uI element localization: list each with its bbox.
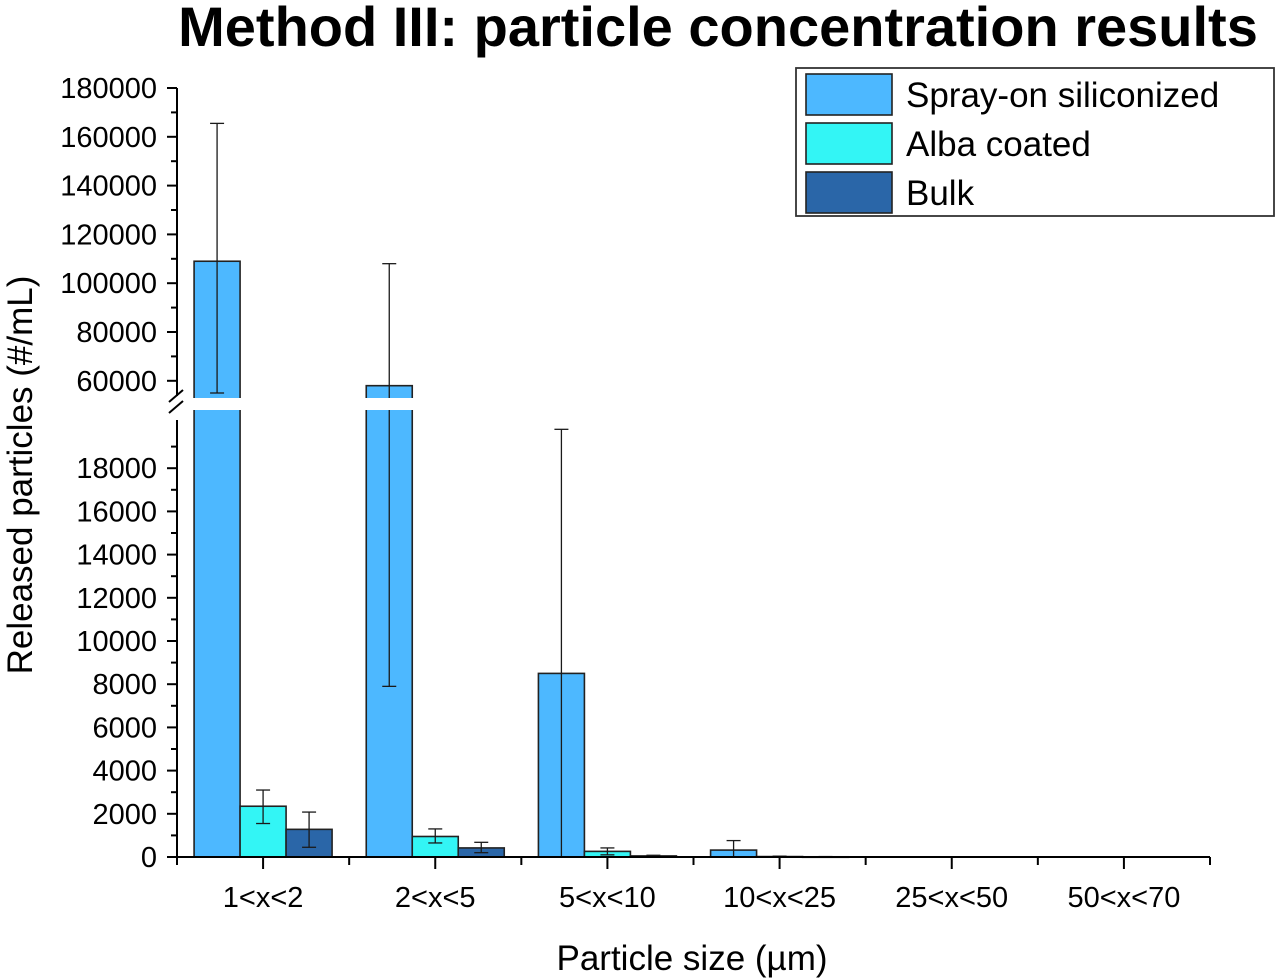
y-tick-label: 60000 xyxy=(76,366,157,398)
axis-break-gap xyxy=(163,398,423,410)
x-tick-label: 5<x<10 xyxy=(559,882,656,914)
y-tick-label: 80000 xyxy=(76,317,157,349)
y-tick-label: 16000 xyxy=(76,496,157,528)
error-bar xyxy=(382,263,397,688)
y-tick-label: 100000 xyxy=(60,268,157,300)
axis-break-mark xyxy=(168,389,184,403)
y-axis-label: Released particles (#/mL) xyxy=(1,276,40,675)
y-tick-label: 0 xyxy=(141,842,157,874)
error-bar xyxy=(554,428,569,857)
y-tick-label: 12000 xyxy=(76,583,157,615)
x-tick-label: 25<x<50 xyxy=(895,882,1008,914)
y-tick-label: 140000 xyxy=(60,171,157,203)
error-bar xyxy=(428,828,443,844)
y-tick-label: 160000 xyxy=(60,122,157,154)
x-tick-label: 1<x<2 xyxy=(223,882,304,914)
y-tick-label: 18000 xyxy=(76,453,157,485)
error-bar xyxy=(256,789,271,825)
x-axis-label: Particle size (µm) xyxy=(556,939,827,978)
error-bar xyxy=(726,839,741,857)
legend-label: Alba coated xyxy=(906,125,1091,164)
legend-label: Spray-on siliconized xyxy=(906,76,1219,115)
x-tick-label: 10<x<25 xyxy=(723,882,836,914)
error-bar xyxy=(600,847,615,856)
error-bar xyxy=(474,841,489,854)
legend: Spray-on siliconized Alba coated Bulk xyxy=(795,67,1275,217)
y-tick-label: 14000 xyxy=(76,540,157,572)
axis-break-mark xyxy=(168,400,184,414)
error-bar xyxy=(210,122,225,394)
legend-swatch xyxy=(805,122,893,165)
x-tick-label: 50<x<70 xyxy=(1067,882,1180,914)
y-tick-label: 6000 xyxy=(92,712,157,744)
chart-title: Method III: particle concentration resul… xyxy=(178,0,1258,58)
legend-label: Bulk xyxy=(906,174,975,213)
y-tick-label: 10000 xyxy=(76,626,157,658)
y-tick-label: 8000 xyxy=(92,669,157,701)
y-tick-label: 4000 xyxy=(92,756,157,788)
error-bar xyxy=(302,811,317,848)
legend-swatch xyxy=(805,171,893,214)
plot-area: 0 2000 4000 6000 8000 10000 12000 14000 16000 180… xyxy=(60,73,1211,914)
y-tick-label: 120000 xyxy=(60,219,157,251)
y-tick-label: 2000 xyxy=(92,799,157,831)
legend-swatch xyxy=(805,73,893,116)
y-tick-label: 180000 xyxy=(60,73,157,105)
x-tick-label: 2<x<5 xyxy=(395,882,476,914)
